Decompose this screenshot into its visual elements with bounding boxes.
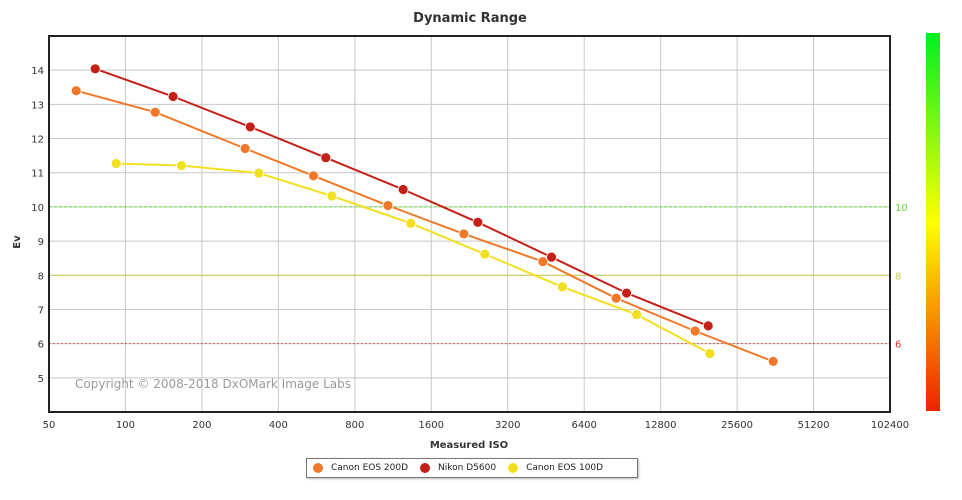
y-tick-label: 7 [38,305,44,316]
y-tick-label: 9 [38,237,44,248]
chart-title: Dynamic Range [413,11,527,26]
legend-label: Canon EOS 200D [331,463,409,473]
reference-label-8: 8 [895,271,901,282]
data-point[interactable] [89,63,101,75]
data-point[interactable] [689,325,701,337]
data-point[interactable] [326,190,338,202]
x-tick-label: 1600 [419,420,444,431]
y-tick-label: 13 [31,100,44,111]
series-line [75,89,774,363]
legend-marker [313,463,323,473]
data-point[interactable] [704,348,716,359]
data-point[interactable] [610,292,622,304]
data-point[interactable] [631,309,643,320]
series-line [94,67,709,327]
x-tick-label: 3200 [495,420,520,431]
x-tick-label: 51200 [798,420,830,431]
x-axis-ticks: 50 100 200 400 800 1600 3200 6400 12800 25600 5120… [43,420,909,431]
copyright-text: Copyright © 2008-2018 DxOMark Image Labs [75,377,351,391]
data-point[interactable] [167,91,179,102]
x-tick-label: 100 [116,420,135,431]
x-axis-title: Measured ISO [430,440,508,451]
data-point[interactable] [537,256,549,268]
data-point[interactable] [308,170,319,182]
data-point[interactable] [149,106,161,118]
data-point[interactable] [546,251,557,263]
x-tick-label: 25600 [721,420,753,431]
data-point[interactable] [70,85,82,97]
data-point[interactable] [767,356,779,367]
x-tick-label: 12800 [645,420,677,431]
y-tick-label: 6 [38,340,44,351]
x-tick-label: 102400 [871,420,909,431]
data-point[interactable] [175,160,187,171]
plot-border [48,35,891,413]
x-tick-label: 400 [269,420,288,431]
data-point[interactable] [458,228,470,240]
x-tick-label: 50 [43,420,56,431]
legend-label: Nikon D5600 [438,463,497,473]
y-tick-label: 5 [38,374,44,385]
y-tick-label: 11 [31,169,44,180]
y-axis-ticks: 5 6 7 8 9 10 11 12 13 14 [31,66,44,385]
series-canon-eos-100d [110,158,716,359]
y-axis-title: Ev [12,235,23,249]
series-nikon-d5600 [89,63,714,332]
legend-label: Canon EOS 100D [526,463,604,473]
data-point[interactable] [397,184,409,195]
x-tick-label: 200 [192,420,211,431]
data-point[interactable] [405,217,417,229]
y-tick-label: 14 [31,66,44,77]
series-line [116,162,711,355]
data-point[interactable] [621,287,632,299]
y-tick-label: 12 [31,135,44,146]
data-point[interactable] [479,248,491,260]
data-point[interactable] [320,152,332,164]
reference-label-10: 10 [895,203,908,214]
legend-item[interactable]: Nikon D5600 [420,463,496,473]
legend-marker [420,463,431,473]
x-tick-label: 800 [345,420,364,431]
reference-lines: 10 8 6 [49,203,908,351]
data-point[interactable] [253,167,265,179]
series-canon-eos-200d [70,85,779,367]
reference-label-6: 6 [895,340,901,351]
data-point[interactable] [702,320,714,332]
legend-marker [508,463,519,473]
data-point[interactable] [556,281,568,293]
x-tick-label: 6400 [571,420,596,431]
y-tick-label: 10 [31,203,44,214]
legend-item[interactable]: Canon EOS 200D [313,463,408,473]
data-point[interactable] [472,216,484,228]
data-point[interactable] [110,158,122,169]
color-scale-bar [926,33,940,411]
series-layer [70,63,779,367]
data-point[interactable] [382,200,394,211]
data-point[interactable] [239,143,251,154]
legend: Canon EOS 200D Nikon D5600 Canon EOS 100D [306,458,638,478]
y-tick-label: 8 [38,271,44,282]
legend-item[interactable]: Canon EOS 100D [508,463,603,473]
data-point[interactable] [244,121,256,133]
